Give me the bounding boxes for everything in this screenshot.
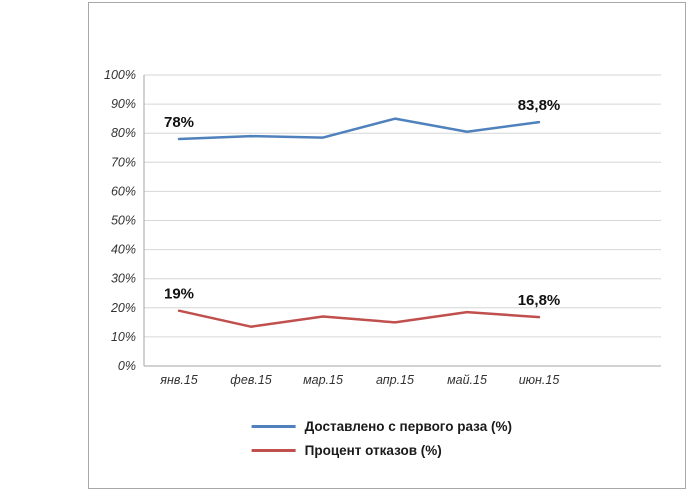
data-label: 83,8% — [518, 97, 561, 114]
y-tick-label: 60% — [111, 184, 136, 198]
data-label: 19% — [164, 286, 194, 303]
x-tick-label: июн.15 — [519, 373, 560, 387]
y-tick-label: 90% — [111, 97, 136, 111]
y-tick-label: 30% — [111, 272, 136, 286]
y-tick-label: 70% — [111, 155, 136, 169]
x-tick-label: фев.15 — [230, 373, 271, 387]
legend-line-blue — [251, 425, 296, 428]
chart-legend: Доставлено с первого раза (%) Процент от… — [251, 419, 512, 458]
legend-item-delivered-first-time: Доставлено с первого раза (%) — [251, 419, 512, 434]
x-tick-label: май.15 — [447, 373, 487, 387]
x-tick-label: апр.15 — [376, 373, 414, 387]
x-tick-label: янв.15 — [159, 373, 198, 387]
series-line-0 — [177, 117, 541, 141]
y-tick-label: 80% — [111, 126, 136, 140]
legend-label: Процент отказов (%) — [304, 443, 442, 458]
y-tick-label: 100% — [104, 68, 136, 82]
data-label: 78% — [164, 114, 194, 131]
x-tick-label: мар.15 — [303, 373, 343, 387]
line-chart: 0% 10% 20% 30% 40% 50% 60% 70% 80% 90% 100% янв.15 ф… — [104, 68, 661, 387]
y-tick-label: 20% — [110, 301, 136, 315]
y-tick-label: 10% — [111, 330, 136, 344]
legend-item-rejection-percent: Процент отказов (%) — [251, 443, 442, 458]
y-tick-label: 50% — [111, 214, 136, 228]
data-label: 16,8% — [518, 292, 561, 309]
y-tick-label: 0% — [118, 359, 136, 373]
y-tick-label: 40% — [111, 243, 136, 257]
legend-line-red — [251, 449, 296, 452]
series-line-1 — [177, 309, 541, 328]
chart-frame: 0% 10% 20% 30% 40% 50% 60% 70% 80% 90% 100% янв.15 ф… — [88, 2, 686, 489]
legend-label: Доставлено с первого раза (%) — [304, 419, 512, 434]
